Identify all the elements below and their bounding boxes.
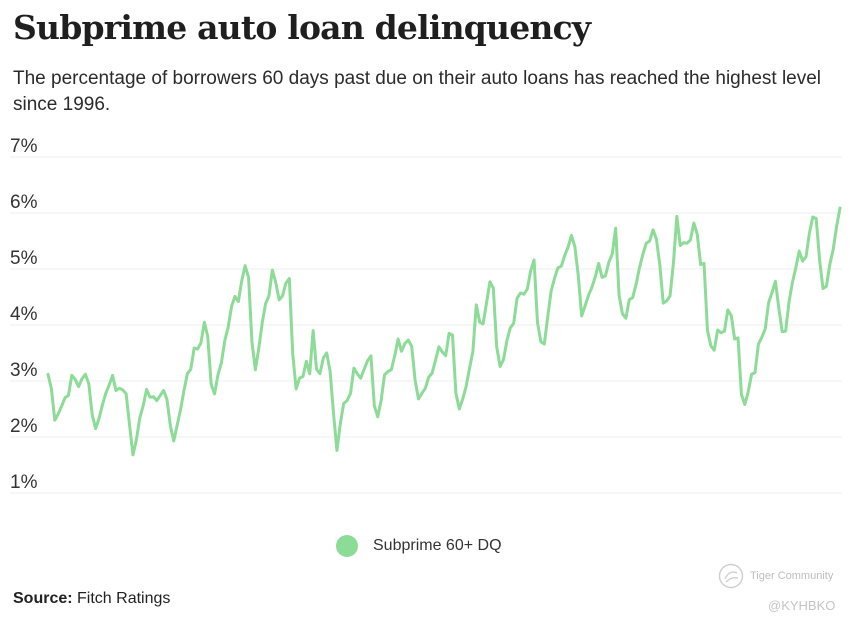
y-tick-label: 7% (10, 136, 38, 157)
legend-label: Subprime 60+ DQ (373, 537, 502, 554)
legend: Subprime 60+ DQ (336, 535, 502, 557)
series-line-subprime-60-dq (46, 206, 842, 457)
legend-swatch (336, 535, 358, 557)
chart-subtitle: The percentage of borrowers 60 days past… (13, 68, 822, 115)
y-tick-label: 2% (10, 416, 38, 437)
watermark-community: Tiger Community (718, 563, 833, 589)
y-tick-label: 5% (10, 248, 38, 269)
grid-lines (10, 156, 842, 494)
source-value: Fitch Ratings (77, 590, 171, 607)
y-tick-label: 4% (10, 304, 38, 325)
tiger-logo-icon (718, 563, 744, 589)
watermark-community-text: Tiger Community (750, 570, 834, 582)
source-note: Source: Fitch Ratings (13, 590, 170, 608)
chart-title: Subprime auto loan delinquency (13, 8, 591, 47)
series-layer (46, 206, 842, 457)
y-tick-label: 1% (10, 472, 38, 493)
source-label: Source: (13, 590, 73, 607)
watermark-handle: @KYHBKO (768, 598, 836, 613)
y-tick-label: 6% (10, 192, 38, 213)
y-tick-label: 3% (10, 360, 38, 381)
y-axis-ticks: 7% 6% 5% 4% 3% 2% 1% (10, 136, 38, 493)
